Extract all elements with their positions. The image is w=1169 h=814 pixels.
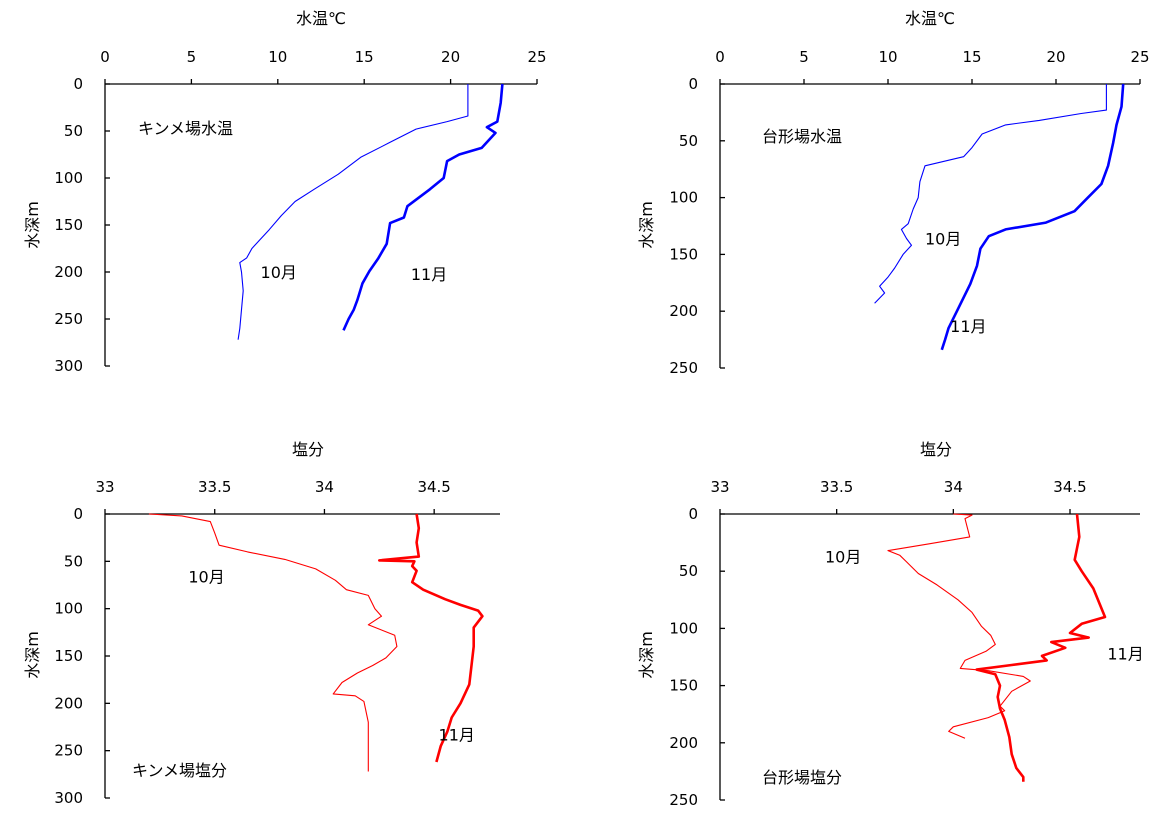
- x-tick-label: 34.5: [417, 478, 450, 496]
- y-tick-label: 250: [669, 359, 698, 377]
- series-line-nov: [940, 83, 1125, 351]
- x-tick-label: 0: [715, 48, 725, 66]
- y-tick-label: 250: [54, 310, 83, 328]
- x-tick-label: 10: [878, 48, 897, 66]
- y-tick-label: 200: [669, 734, 698, 752]
- series-annotation: 10月: [188, 567, 224, 586]
- x-tick-label: 20: [441, 48, 460, 66]
- y-tick-label: 50: [679, 132, 698, 150]
- y-tick-label: 100: [54, 169, 83, 187]
- x-tick-label: 34.5: [1053, 478, 1086, 496]
- x-tick-label: 20: [1046, 48, 1065, 66]
- y-axis-title: 水深m: [637, 201, 656, 249]
- x-axis-title: 水温℃: [905, 9, 955, 28]
- x-tick-label: 33: [95, 478, 114, 496]
- y-tick-label: 150: [54, 216, 83, 234]
- x-tick-label: 5: [799, 48, 809, 66]
- chart-daikei-temp: 0 5 10 15 20 25050100150200250水温℃水深m台形場水温10月1…: [637, 9, 1150, 377]
- y-tick-label: 100: [54, 600, 83, 618]
- series-line-nov: [377, 513, 484, 763]
- y-tick-label: 100: [669, 619, 698, 637]
- y-tick-label: 50: [679, 562, 698, 580]
- x-tick-label: 34: [315, 478, 334, 496]
- y-tick-label: 250: [54, 742, 83, 760]
- x-tick-label: 0: [100, 48, 110, 66]
- series-annotation: 10月: [825, 547, 861, 566]
- x-tick-label: 33: [710, 478, 729, 496]
- series-annotation: 11月: [411, 265, 447, 284]
- x-tick-label: 5: [187, 48, 197, 66]
- series-annotation: 10月: [261, 263, 297, 282]
- y-tick-label: 300: [54, 789, 83, 807]
- y-axis-title: 水深m: [637, 631, 656, 679]
- series-line-oct: [237, 84, 469, 340]
- chart-title: キンメ場塩分: [132, 761, 227, 780]
- x-axis-title: 塩分: [292, 440, 324, 459]
- series-annotation: 11月: [950, 317, 986, 336]
- y-tick-label: 150: [669, 677, 698, 695]
- y-tick-label: 100: [669, 189, 698, 207]
- x-axis-title: 水温℃: [296, 9, 346, 28]
- x-tick-label: 33.5: [198, 478, 231, 496]
- series-line-nov: [975, 513, 1107, 782]
- y-axis-title: 水深m: [23, 201, 42, 249]
- y-tick-label: 250: [669, 791, 698, 809]
- y-tick-label: 150: [669, 245, 698, 263]
- chart-title: 台形場塩分: [762, 768, 842, 787]
- y-tick-label: 200: [54, 694, 83, 712]
- y-tick-label: 50: [64, 552, 83, 570]
- series-line-oct: [887, 513, 1031, 739]
- x-tick-label: 10: [268, 48, 287, 66]
- y-tick-label: 0: [73, 505, 83, 523]
- y-tick-label: 50: [64, 122, 83, 140]
- x-tick-label: 33.5: [820, 478, 853, 496]
- series-annotation: 11月: [439, 726, 475, 745]
- series-annotation: 10月: [925, 229, 961, 248]
- series-line-nov: [342, 83, 504, 331]
- y-tick-label: 0: [688, 505, 698, 523]
- chart-kinme-temp: 0 5 10 15 20 25050100150200250300水温℃水深mキンメ場水温…: [23, 9, 547, 375]
- y-tick-label: 200: [54, 263, 83, 281]
- chart-title: キンメ場水温: [138, 119, 233, 138]
- chart-title: 台形場水温: [762, 127, 842, 146]
- y-tick-label: 0: [688, 75, 698, 93]
- x-tick-label: 25: [1130, 48, 1149, 66]
- x-tick-label: 15: [962, 48, 981, 66]
- y-axis-title: 水深m: [23, 631, 42, 679]
- series-line-oct: [148, 513, 398, 772]
- series-annotation: 11月: [1107, 645, 1143, 664]
- x-tick-label: 25: [527, 48, 546, 66]
- y-tick-label: 200: [669, 302, 698, 320]
- x-axis-title: 塩分: [920, 440, 952, 459]
- series-line-oct: [874, 84, 1107, 304]
- y-tick-label: 300: [54, 357, 83, 375]
- y-tick-label: 0: [73, 75, 83, 93]
- x-tick-label: 34: [944, 478, 963, 496]
- y-tick-label: 150: [54, 647, 83, 665]
- x-tick-label: 15: [355, 48, 374, 66]
